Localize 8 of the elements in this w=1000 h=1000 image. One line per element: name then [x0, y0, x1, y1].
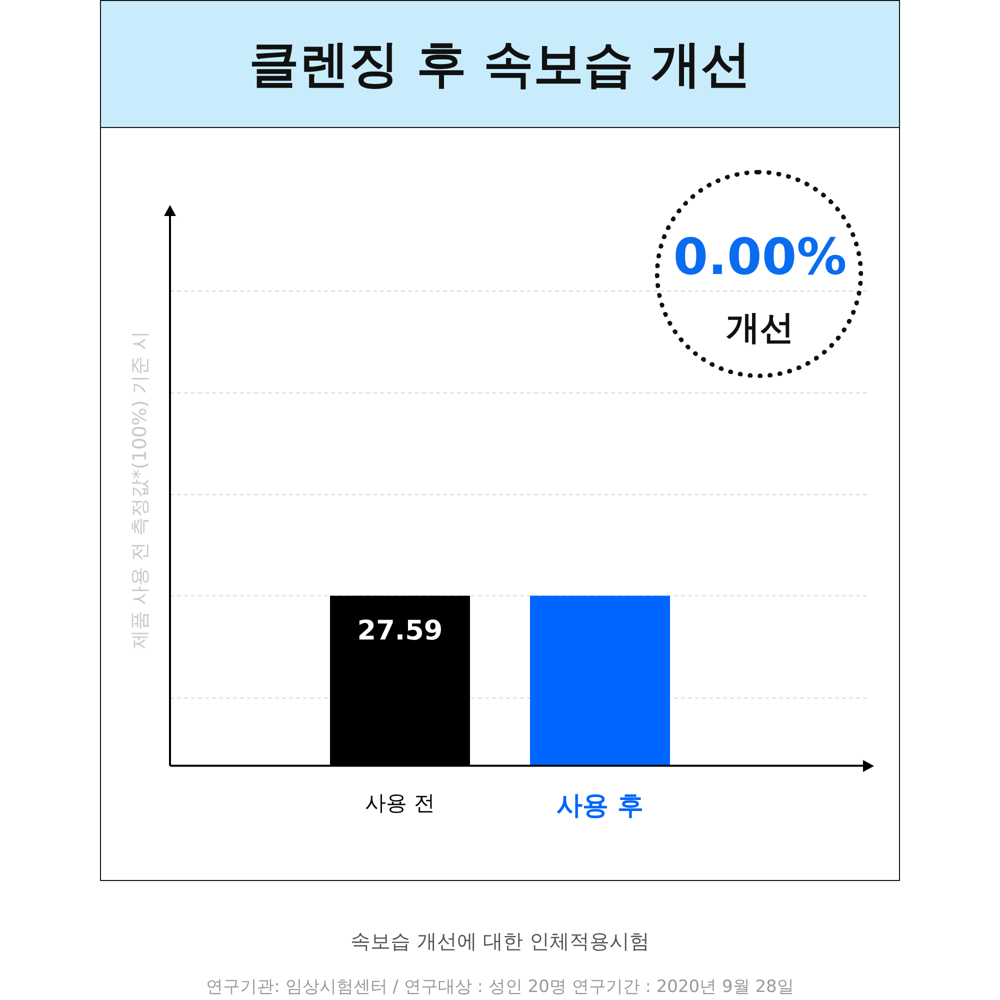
chart-title: 클렌징 후 속보습 개선	[101, 1, 899, 128]
x-tick-label: 사용 후	[556, 791, 644, 822]
annotation: 0.00%	[673, 228, 847, 286]
text: 속보습 개선에 대한 인체적용시험	[350, 928, 650, 955]
text: 연구기관: 임상시험센터 / 연구대상 : 성인 20명 연구기간 : 2020년 9월 28일	[206, 976, 794, 998]
x-tick-label: 사용 전	[365, 790, 435, 815]
annotation: 개선	[726, 307, 794, 350]
data-label: 27.59	[357, 616, 443, 647]
